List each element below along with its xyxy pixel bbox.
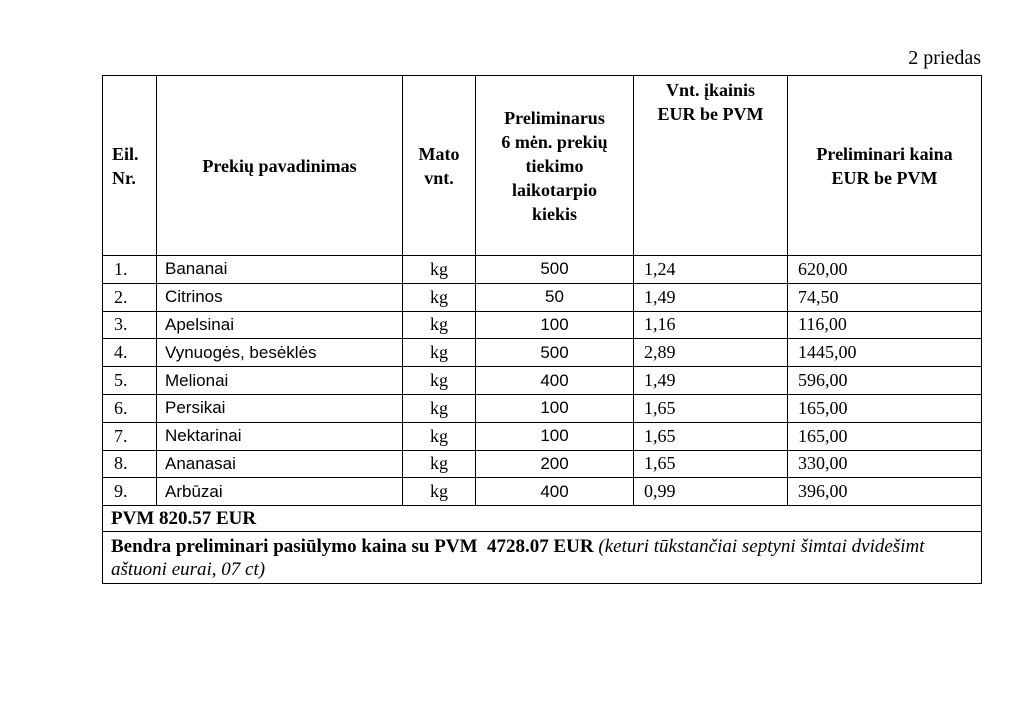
pvm-total-value: PVM 820.57 EUR bbox=[102, 505, 982, 533]
col-header-total-price: Preliminari kaina EUR be PVM bbox=[787, 75, 982, 256]
table-header: Eil. Nr. Prekių pavadinimas Mato vnt. Pr… bbox=[102, 75, 982, 256]
cell-nr: 5. bbox=[102, 366, 157, 395]
offer-table: Eil. Nr. Prekių pavadinimas Mato vnt. Pr… bbox=[102, 75, 982, 585]
cell-name: Nektarinai bbox=[156, 421, 403, 451]
cell-total: 620,00 bbox=[787, 255, 982, 284]
cell-unit-price: 1,24 bbox=[633, 255, 788, 284]
cell-name: Ananasai bbox=[156, 449, 403, 479]
cell-quantity: 500 bbox=[475, 338, 634, 368]
cell-name: Apelsinai bbox=[156, 310, 403, 340]
cell-unit: kg bbox=[402, 393, 476, 423]
cell-unit-price: 1,49 bbox=[633, 282, 788, 312]
grand-total-words: (keturi tūkstančiai septyni šimtai dvide… bbox=[111, 536, 925, 581]
cell-unit: kg bbox=[402, 255, 476, 284]
col-header-unit: Mato vnt. bbox=[402, 75, 476, 256]
col-header-name: Prekių pavadinimas bbox=[156, 75, 403, 256]
cell-unit: kg bbox=[402, 449, 476, 479]
cell-unit: kg bbox=[402, 310, 476, 340]
cell-nr: 2. bbox=[102, 282, 157, 312]
cell-quantity: 100 bbox=[475, 310, 634, 340]
cell-total: 165,00 bbox=[787, 421, 982, 451]
cell-total: 596,00 bbox=[787, 366, 982, 395]
cell-total: 165,00 bbox=[787, 393, 982, 423]
cell-total: 330,00 bbox=[787, 449, 982, 479]
table-row: 5. Melionai kg 400 1,49 596,00 bbox=[102, 366, 982, 395]
cell-total: 116,00 bbox=[787, 310, 982, 340]
cell-quantity: 500 bbox=[475, 255, 634, 284]
cell-name: Vynuogės, besėklės bbox=[156, 338, 403, 368]
cell-quantity: 200 bbox=[475, 449, 634, 479]
col-header-eil-nr: Eil. Nr. bbox=[102, 75, 157, 256]
cell-nr: 8. bbox=[102, 449, 157, 479]
table-row: 6. Persikai kg 100 1,65 165,00 bbox=[102, 393, 982, 423]
grand-total-amount: Bendra preliminari pasiūlymo kaina su PV… bbox=[111, 536, 599, 558]
cell-quantity: 100 bbox=[475, 393, 634, 423]
cell-quantity: 100 bbox=[475, 421, 634, 451]
cell-total: 396,00 bbox=[787, 477, 982, 507]
cell-unit-price: 1,65 bbox=[633, 393, 788, 423]
cell-nr: 6. bbox=[102, 393, 157, 423]
table-body: 1. Bananai kg 500 1,24 620,00 2. Citrino… bbox=[102, 255, 982, 585]
grand-total-cell: Bendra preliminari pasiūlymo kaina su PV… bbox=[102, 531, 982, 585]
table-row: 3. Apelsinai kg 100 1,16 116,00 bbox=[102, 310, 982, 340]
cell-unit: kg bbox=[402, 366, 476, 395]
cell-name: Persikai bbox=[156, 393, 403, 423]
grand-total-row: Bendra preliminari pasiūlymo kaina su PV… bbox=[102, 531, 982, 585]
cell-nr: 7. bbox=[102, 421, 157, 451]
cell-name: Arbūzai bbox=[156, 477, 403, 507]
pvm-total-row: PVM 820.57 EUR bbox=[102, 505, 982, 533]
header-row: Eil. Nr. Prekių pavadinimas Mato vnt. Pr… bbox=[102, 75, 982, 256]
cell-total: 1445,00 bbox=[787, 338, 982, 368]
cell-unit: kg bbox=[402, 421, 476, 451]
cell-unit-price: 1,16 bbox=[633, 310, 788, 340]
cell-nr: 4. bbox=[102, 338, 157, 368]
cell-total: 74,50 bbox=[787, 282, 982, 312]
cell-unit-price: 0,99 bbox=[633, 477, 788, 507]
cell-quantity: 400 bbox=[475, 477, 634, 507]
cell-unit-price: 1,49 bbox=[633, 366, 788, 395]
table-row: 8. Ananasai kg 200 1,65 330,00 bbox=[102, 449, 982, 479]
cell-unit-price: 1,65 bbox=[633, 449, 788, 479]
col-header-quantity: Preliminarus 6 mėn. prekių tiekimo laiko… bbox=[475, 75, 634, 256]
table-row: 1. Bananai kg 500 1,24 620,00 bbox=[102, 255, 982, 284]
table-row: 2. Citrinos kg 50 1,49 74,50 bbox=[102, 282, 982, 312]
cell-unit: kg bbox=[402, 338, 476, 368]
cell-name: Citrinos bbox=[156, 282, 403, 312]
cell-name: Bananai bbox=[156, 255, 403, 284]
col-header-unit-price: Vnt. įkainis EUR be PVM bbox=[633, 75, 788, 256]
cell-name: Melionai bbox=[156, 366, 403, 395]
cell-quantity: 400 bbox=[475, 366, 634, 395]
table-row: 7. Nektarinai kg 100 1,65 165,00 bbox=[102, 421, 982, 451]
cell-unit: kg bbox=[402, 477, 476, 507]
cell-unit-price: 2,89 bbox=[633, 338, 788, 368]
cell-unit: kg bbox=[402, 282, 476, 312]
cell-quantity: 50 bbox=[475, 282, 634, 312]
annex-label: 2 priedas bbox=[908, 47, 981, 69]
cell-nr: 9. bbox=[102, 477, 157, 507]
cell-nr: 1. bbox=[102, 255, 157, 284]
table-row: 9. Arbūzai kg 400 0,99 396,00 bbox=[102, 477, 982, 507]
cell-nr: 3. bbox=[102, 310, 157, 340]
cell-unit-price: 1,65 bbox=[633, 421, 788, 451]
table-row: 4. Vynuogės, besėklės kg 500 2,89 1445,0… bbox=[102, 338, 982, 368]
